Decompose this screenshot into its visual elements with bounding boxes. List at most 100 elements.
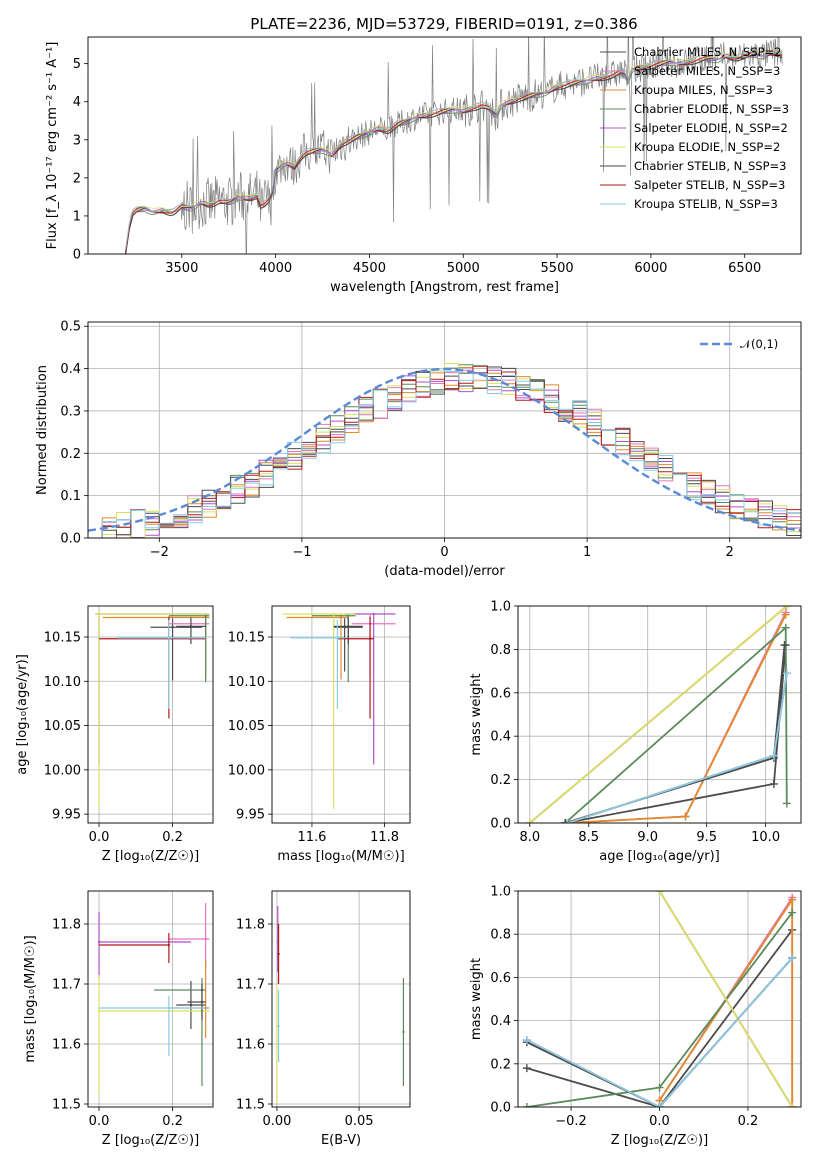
mass-vs-ebv-plot-area bbox=[275, 906, 405, 1104]
residuals-chart: −2 −1 0 1 2 0.0 0.1 0.2 0.3 0.4 0.5 (data-model)/er… bbox=[35, 320, 802, 579]
data-point bbox=[372, 612, 375, 616]
weight-vs-age-chart: 8.0 8.5 9.0 9.5 10.0 0.0 0.2 0.4 0.6 0.8 1.0 age [l… bbox=[469, 600, 802, 864]
age-vs-mass-plot-area bbox=[282, 612, 396, 809]
x-tick-label: 0.0 bbox=[649, 1114, 670, 1129]
plus-marker bbox=[780, 641, 789, 650]
y-tick-label: 10.15 bbox=[44, 631, 81, 646]
series-line bbox=[567, 673, 788, 823]
plus-marker bbox=[788, 953, 797, 962]
y-tick-label: 0.2 bbox=[490, 1057, 511, 1072]
x-axis-label: Z [log₁₀(Z/Z☉)] bbox=[611, 1133, 708, 1148]
axes-frame bbox=[517, 605, 802, 824]
y-tick-label: 11.7 bbox=[52, 978, 81, 993]
y-tick-label: 0.0 bbox=[490, 1101, 511, 1116]
x-axis-label: E(B-V) bbox=[321, 1133, 361, 1148]
spectrum-chart: 3500 4000 4500 5000 5500 6000 6500 0 1 2 3 4 5 wavele… bbox=[45, 36, 802, 295]
data-point bbox=[275, 1042, 279, 1046]
data-point bbox=[347, 625, 350, 628]
x-tick-label: 5500 bbox=[541, 261, 574, 276]
plus-marker bbox=[781, 610, 790, 619]
weight-vs-z-plot-area bbox=[522, 891, 797, 1107]
data-point bbox=[189, 625, 193, 628]
y-tick-label: 11.7 bbox=[236, 978, 265, 993]
y-tick-label: 11.8 bbox=[236, 918, 265, 933]
plus-marker bbox=[769, 779, 778, 788]
residuals-plot-area bbox=[88, 363, 801, 538]
plus-marker bbox=[788, 895, 797, 904]
data-point bbox=[171, 626, 174, 629]
plus-marker bbox=[655, 1103, 664, 1107]
legend-label: Chabrier STELIB, N_SSP=3 bbox=[634, 159, 786, 173]
legend-label: Kroupa MILES, N_SSP=3 bbox=[634, 83, 773, 97]
legend-label: Salpeter MILES, N_SSP=3 bbox=[634, 64, 780, 78]
axes-frame bbox=[87, 890, 214, 1108]
weight-vs-z-chart: −0.2 0.0 0.2 0.0 0.2 0.4 0.6 0.8 1.0 Z [log₁₀(Z/Z… bbox=[469, 885, 802, 1148]
x-tick-label: 3500 bbox=[165, 261, 198, 276]
plus-marker bbox=[782, 799, 791, 808]
y-tick-label: 0.4 bbox=[490, 1014, 511, 1029]
plus-marker bbox=[655, 1083, 664, 1092]
mass-vs-z-chart: 0.0 0.2 11.5 11.6 11.7 11.8 Z [log₁₀(Z/Z☉)] mas… bbox=[23, 890, 214, 1148]
model-spectrum-line bbox=[125, 51, 783, 251]
axes-frame bbox=[87, 321, 802, 539]
data-point bbox=[277, 1024, 280, 1028]
plus-marker bbox=[655, 891, 664, 895]
data-point bbox=[339, 616, 343, 619]
x-tick-label: 0.2 bbox=[162, 830, 183, 845]
x-tick-label: 1 bbox=[583, 545, 591, 560]
y-tick-label: 0.8 bbox=[490, 643, 511, 658]
y-tick-label: 0.0 bbox=[490, 817, 511, 832]
y-tick-label: 10.15 bbox=[228, 631, 265, 646]
data-point bbox=[189, 1003, 193, 1007]
y-tick-label: 0.6 bbox=[490, 971, 511, 986]
x-tick-label: 2 bbox=[726, 545, 734, 560]
plus-marker bbox=[522, 1064, 531, 1073]
y-tick-label: 11.8 bbox=[52, 918, 81, 933]
x-tick-label: 6000 bbox=[634, 261, 667, 276]
data-point bbox=[167, 1006, 171, 1010]
series-line bbox=[564, 625, 788, 823]
y-tick-label: 9.95 bbox=[236, 808, 265, 823]
x-axis-label: age [log₁₀(age/yr)] bbox=[599, 849, 720, 864]
y-tick-label: 1 bbox=[73, 209, 81, 224]
model-spectrum-line bbox=[125, 52, 783, 252]
x-tick-label: 0.05 bbox=[345, 1114, 374, 1129]
x-tick-label: 0.0 bbox=[89, 1114, 110, 1129]
plus-marker bbox=[782, 669, 791, 678]
y-tick-label: 0.4 bbox=[60, 362, 81, 377]
y-tick-label: 10.00 bbox=[228, 763, 265, 778]
y-axis-label: Normed distribution bbox=[35, 365, 50, 495]
y-axis-label: mass weight bbox=[469, 958, 484, 1040]
y-axis-label: age [log₁₀(age/yr)] bbox=[15, 654, 30, 775]
x-tick-label: 8.5 bbox=[578, 830, 599, 845]
plus-marker bbox=[681, 812, 690, 821]
x-tick-label: 0.2 bbox=[162, 1114, 183, 1129]
x-tick-label: −0.2 bbox=[555, 1114, 587, 1129]
y-tick-label: 10.10 bbox=[228, 675, 265, 690]
weight-vs-age-plot-area bbox=[525, 606, 791, 823]
plus-marker bbox=[788, 908, 797, 917]
model-spectrum-line bbox=[125, 50, 783, 252]
plus-marker bbox=[561, 819, 570, 823]
spectrum-plot-area bbox=[125, 37, 783, 254]
data-point bbox=[368, 637, 372, 640]
legend-label: Chabrier ELODIE, N_SSP=3 bbox=[634, 102, 789, 116]
x-axis-label: wavelength [Angstrom, rest frame] bbox=[330, 280, 559, 295]
observed-spectrum-line bbox=[125, 37, 783, 254]
y-tick-label: 11.5 bbox=[52, 1098, 81, 1113]
series-line bbox=[565, 645, 787, 823]
axes-frame bbox=[271, 890, 411, 1108]
series-line bbox=[567, 673, 788, 823]
model-spectrum-line bbox=[125, 49, 783, 252]
y-tick-label: 2 bbox=[73, 171, 81, 186]
x-tick-label: 11.8 bbox=[370, 830, 399, 845]
plus-marker bbox=[782, 606, 791, 610]
y-tick-label: 4 bbox=[73, 95, 81, 110]
data-point bbox=[167, 943, 171, 947]
legend-label: Salpeter STELIB, N_SSP=3 bbox=[634, 178, 785, 192]
y-tick-label: 0 bbox=[73, 248, 81, 263]
x-tick-label: 5000 bbox=[447, 261, 480, 276]
x-axis-label: mass [log₁₀(M/M☉)] bbox=[277, 849, 404, 864]
plus-marker bbox=[769, 751, 778, 760]
